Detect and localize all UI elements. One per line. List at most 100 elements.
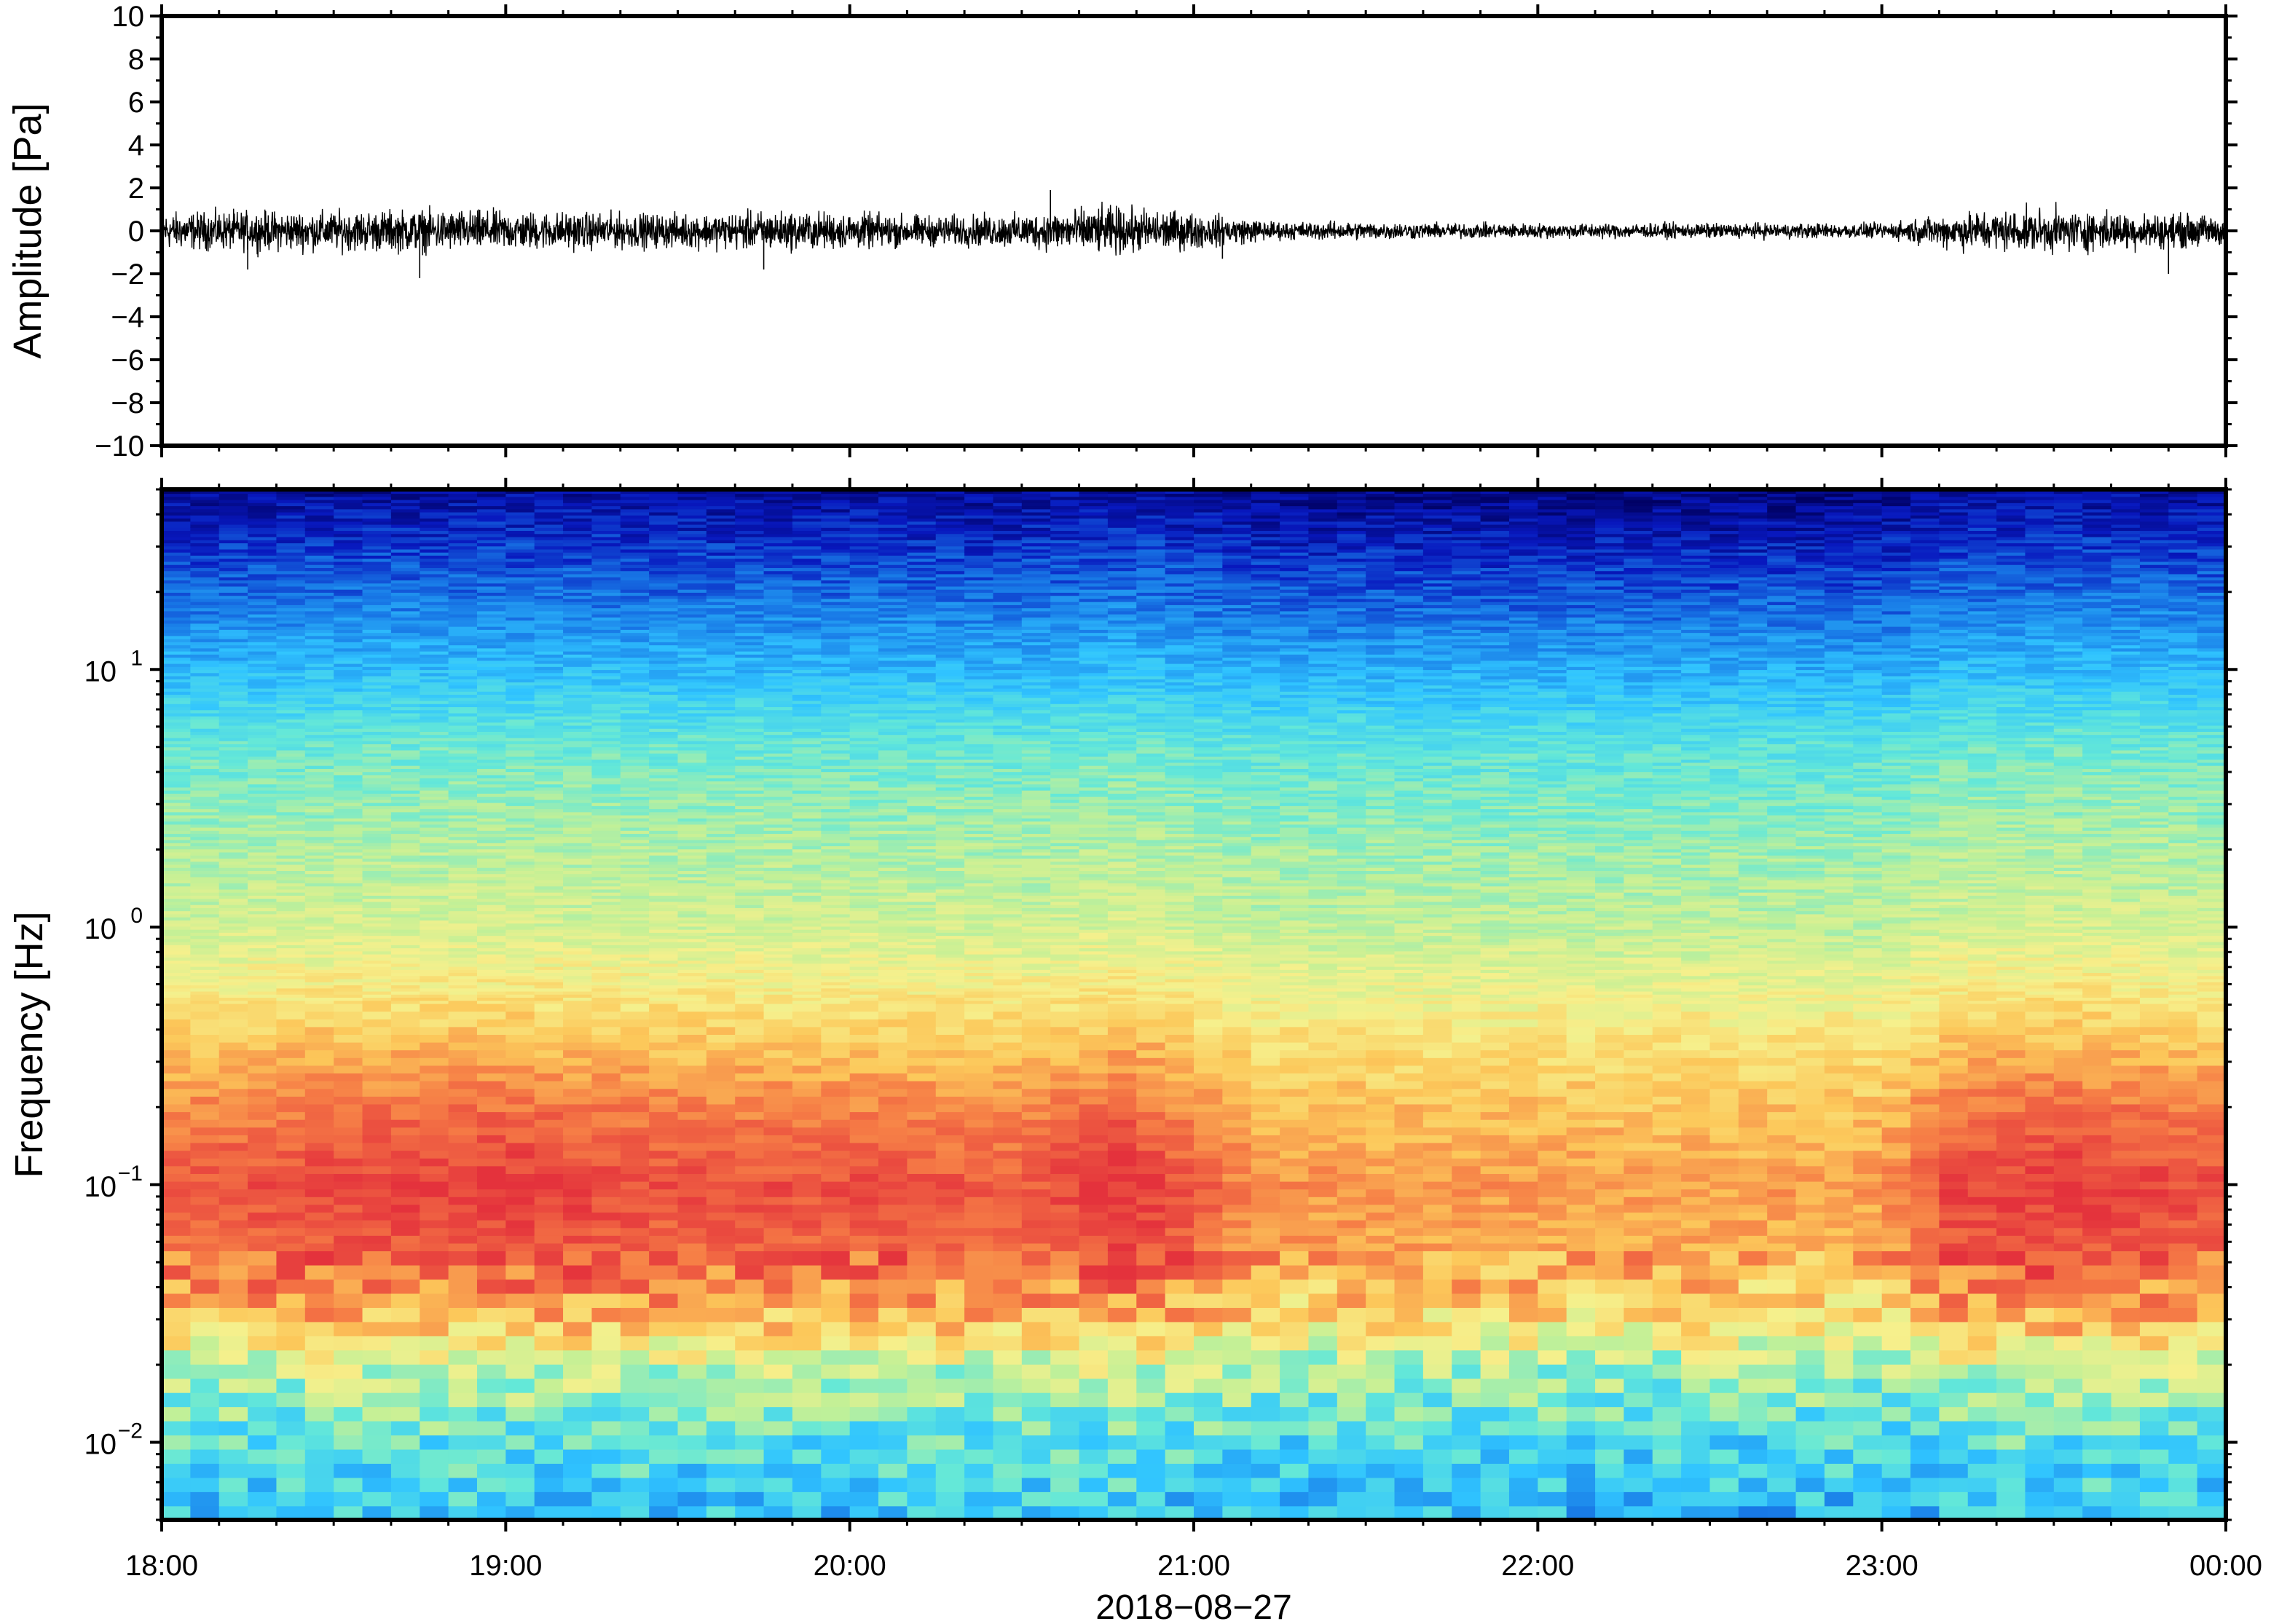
spectrogram-cell: [505, 744, 535, 748]
spectrogram-cell: [420, 533, 449, 537]
spectrogram-cell: [735, 1463, 765, 1478]
spectrogram-cell: [162, 521, 192, 525]
spectrogram-cell: [563, 1321, 593, 1336]
spectrogram-cell: [505, 1189, 535, 1197]
spectrogram-cell: [476, 923, 507, 927]
spectrogram-cell: [649, 1057, 679, 1066]
spectrogram-cell: [649, 555, 679, 559]
spectrogram-cell: [706, 744, 736, 748]
spectrogram-cell: [248, 910, 278, 915]
spectrogram-cell: [162, 650, 192, 655]
spectrogram-cell: [563, 960, 593, 964]
spectrogram-cell: [420, 626, 449, 630]
spectrogram-cell: [476, 824, 507, 828]
spectrogram-cell: [735, 576, 765, 580]
spectrogram-cell: [162, 994, 192, 998]
spectrogram-cell: [362, 1065, 392, 1074]
spectrogram-cell: [735, 904, 765, 908]
spectrogram-cell: [763, 901, 793, 905]
spectrogram-cell: [677, 1197, 707, 1205]
spectrogram-cell: [276, 975, 306, 979]
spectrogram-cell: [534, 1204, 564, 1213]
spectrogram-cell: [763, 527, 793, 532]
spectrogram-cell: [763, 685, 793, 689]
spectrogram-cell: [448, 867, 478, 871]
spectrogram-cell: [677, 749, 707, 754]
spectrogram-cell: [476, 1293, 507, 1308]
spectrogram-cell: [534, 941, 564, 945]
spectrogram-cell: [706, 502, 736, 507]
spectrogram-cell: [649, 580, 679, 584]
spectrogram-cell: [591, 938, 621, 942]
spectrogram-cell: [792, 1150, 822, 1159]
spectrogram-cell: [505, 1088, 535, 1097]
spectrogram-cell: [248, 1000, 278, 1004]
spectrogram-cell: [162, 1250, 192, 1266]
spectrogram-cell: [591, 811, 621, 816]
spectrogram-cell: [420, 1435, 449, 1450]
spectrogram-cell: [735, 533, 765, 537]
spectrogram-cell: [649, 545, 679, 550]
spectrogram-cell: [649, 725, 679, 729]
spectrogram-cell: [362, 601, 392, 605]
spectrogram-cell: [190, 1279, 220, 1294]
spectrogram-cell: [390, 756, 421, 760]
spectrogram-cell: [763, 830, 793, 835]
spectrogram-cell: [219, 524, 248, 528]
spectrogram-cell: [190, 867, 220, 871]
waveform-peaks: [247, 189, 2170, 278]
spectrogram-cell: [190, 789, 220, 794]
spectrogram-cell: [448, 821, 478, 825]
spectrogram-cell: [362, 926, 392, 930]
spectrogram-cell: [162, 969, 192, 974]
spectrogram-cell: [591, 836, 621, 840]
spectrogram-cell: [219, 938, 248, 942]
spectrogram-cell: [735, 1363, 765, 1379]
spectrogram-cell: [763, 744, 793, 748]
spectrogram-cell: [677, 543, 707, 547]
spectrogram-cell: [304, 548, 334, 553]
spectrogram-cell: [534, 945, 564, 949]
spectrogram-cell: [620, 592, 650, 596]
spectrogram-cell: [677, 845, 707, 850]
spectrogram-cell: [219, 873, 248, 878]
spectrogram-cell: [304, 830, 334, 835]
spectrogram-cell: [276, 533, 306, 537]
spectrogram-cell: [420, 913, 449, 918]
spectrogram-cell: [620, 1049, 650, 1058]
spectrogram-cell: [620, 1041, 650, 1051]
spectrogram-cell: [476, 929, 507, 933]
spectrogram-cell: [190, 1057, 220, 1066]
spectrogram-cell: [248, 787, 278, 791]
spectrogram-cell: [563, 990, 593, 995]
spectrogram-cell: [763, 932, 793, 937]
spectrogram-cell: [763, 941, 793, 945]
spectrogram-cell: [505, 985, 535, 989]
spectrogram-cell: [649, 493, 679, 497]
spectrogram-cell: [591, 626, 621, 630]
spectrogram-cell: [534, 638, 564, 642]
spectrogram-cell: [334, 926, 363, 930]
spectrogram-cell: [334, 870, 363, 875]
spectrogram-cell: [735, 1150, 765, 1159]
spectrogram-cell: [334, 697, 363, 701]
spectrogram-cell: [219, 1219, 248, 1229]
spectrogram-cell: [362, 1349, 392, 1365]
spectrogram-cell: [534, 1242, 564, 1252]
spectrogram-cell: [735, 515, 765, 519]
spectrogram-cell: [763, 580, 793, 584]
spectrogram-cell: [563, 1065, 593, 1074]
spectrogram-cell: [649, 690, 679, 695]
spectrogram-cell: [505, 904, 535, 908]
spectrogram-cell: [362, 811, 392, 816]
spectrogram-cell: [735, 595, 765, 599]
spectrogram-cell: [162, 573, 192, 578]
spectrogram-cell: [190, 1103, 220, 1113]
spectrogram-cell: [362, 583, 392, 587]
spectrogram-cell: [362, 1264, 392, 1280]
spectrogram-cell: [649, 706, 679, 711]
spectrogram-cell: [591, 647, 621, 652]
spectrogram-cell: [735, 1065, 765, 1074]
spectrogram-cell: [476, 1173, 507, 1182]
spectrogram-cell: [735, 642, 765, 646]
